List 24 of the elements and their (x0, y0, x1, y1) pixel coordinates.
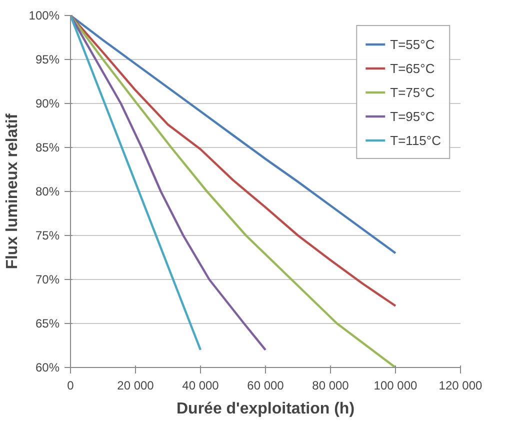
x-tick-label: 20 000 (117, 378, 154, 392)
y-axis-title: Flux lumineux relatif (4, 113, 21, 270)
x-tick-label: 120 000 (438, 378, 483, 392)
x-tick-label: 80 000 (312, 378, 350, 392)
x-tick-label: 100 000 (374, 378, 418, 392)
y-tick-label: 80% (35, 184, 60, 198)
y-tick-label: 85% (35, 140, 60, 154)
legend-label: T=65°C (390, 60, 435, 76)
legend-label: T=115°C (390, 132, 441, 148)
x-tick-label: 0 (67, 378, 74, 392)
legend-label: T=55°C (390, 36, 435, 52)
x-tick-label: 40 000 (182, 378, 220, 392)
x-axis-title: Durée d'exploitation (h) (176, 400, 355, 418)
line-series (70, 16, 267, 351)
y-tick-label: 60% (35, 360, 60, 374)
x-tick-label: 60 000 (247, 378, 284, 392)
y-tick-label: 95% (35, 52, 60, 66)
y-tick-label: 100% (28, 8, 60, 22)
y-tick-label: 70% (35, 272, 60, 286)
legend-label: T=95°C (390, 108, 435, 124)
y-tick-label: 90% (35, 96, 60, 110)
y-tick-label: 65% (35, 316, 60, 330)
legend-label: T=75°C (390, 84, 435, 100)
y-tick-label: 75% (35, 228, 60, 242)
